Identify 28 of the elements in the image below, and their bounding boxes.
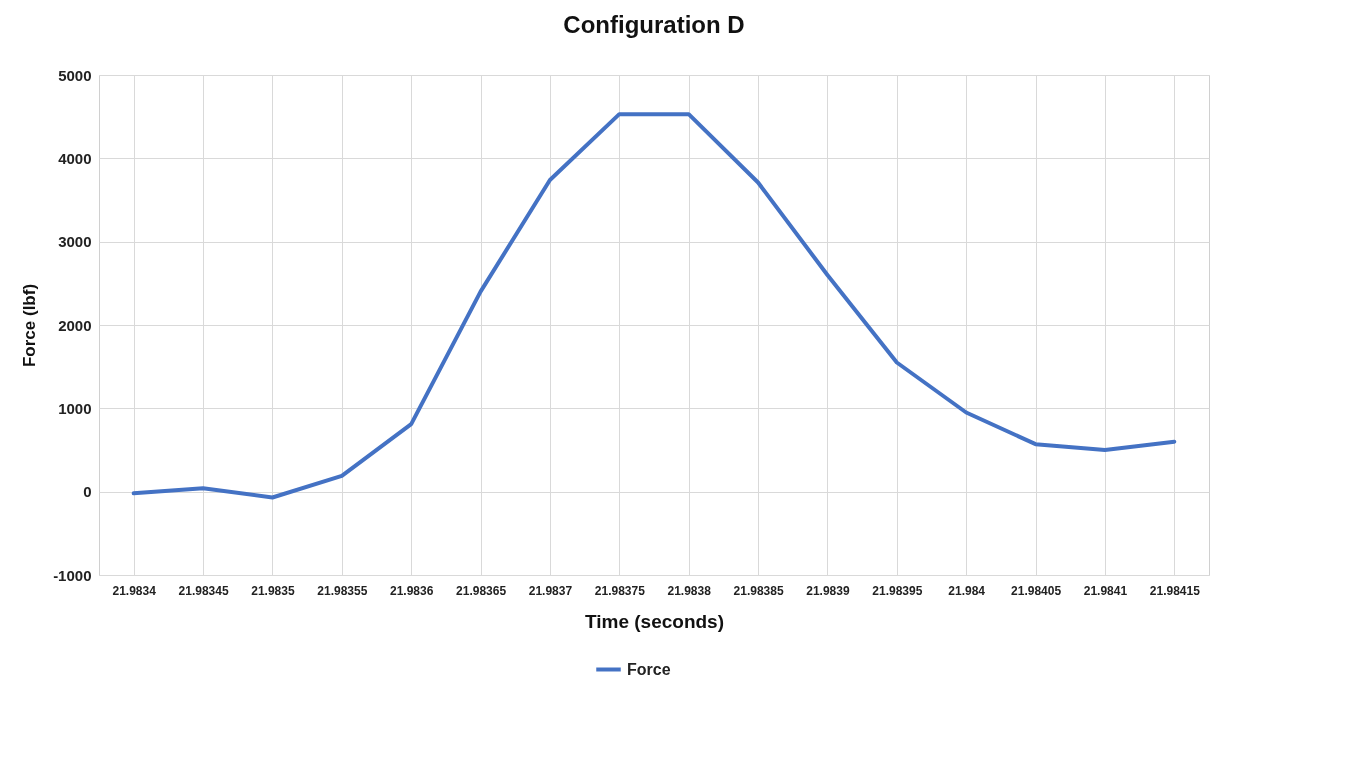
y-tick-label: -1000 — [53, 566, 92, 584]
x-tick-label: 21.98355 — [317, 583, 368, 598]
x-tick-label: 21.984 — [948, 583, 986, 598]
y-tick-label: 4000 — [58, 149, 92, 167]
x-tick-label: 21.9836 — [389, 583, 434, 598]
chart-title: Configuration D — [563, 11, 745, 38]
x-tick-label: 21.98395 — [872, 583, 923, 598]
y-tick-label: 1000 — [58, 399, 92, 417]
x-tick-label: 21.98365 — [456, 583, 507, 598]
y-axis-title: Force (lbf) — [20, 283, 40, 368]
x-tick-label: 21.9839 — [806, 583, 850, 598]
x-tick-label: 21.9834 — [112, 583, 157, 598]
x-tick-label: 21.98345 — [178, 583, 229, 598]
x-tick-label: 21.9838 — [667, 583, 712, 598]
x-axis-title: Time (seconds) — [584, 610, 725, 632]
x-tick-label: 21.98385 — [733, 583, 784, 598]
y-tick-label: 0 — [83, 483, 92, 501]
y-tick-label: 5000 — [58, 66, 92, 84]
y-tick-label: 3000 — [58, 233, 92, 251]
x-tick-label: 21.98375 — [594, 583, 646, 598]
x-tick-label: 21.98405 — [1011, 583, 1062, 598]
x-tick-label: 21.9837 — [528, 583, 573, 598]
line-series — [131, 112, 1177, 500]
x-tick-label: 21.9841 — [1083, 583, 1128, 598]
x-tick-label: 21.9835 — [251, 583, 295, 598]
y-tick-label: 2000 — [58, 316, 92, 334]
legend-label: Force — [627, 660, 671, 678]
x-tick-label: 21.98415 — [1149, 583, 1201, 598]
